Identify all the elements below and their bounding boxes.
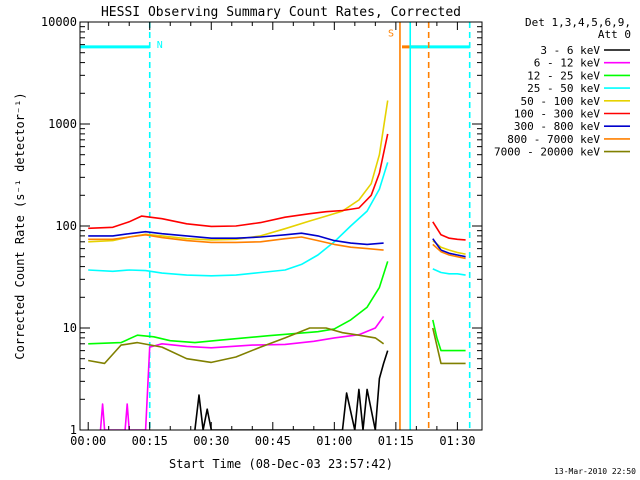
series-line: [432, 319, 466, 352]
chart-title: HESSI Observing Summary Count Rates, Cor…: [101, 5, 461, 20]
observation-flags: NS: [80, 29, 470, 51]
x-tick-label: 01:00: [316, 434, 352, 448]
series-line: [432, 268, 466, 276]
series-line: [194, 350, 389, 430]
legend-label: 800 - 7000 keV: [507, 133, 600, 146]
series-line: [88, 234, 384, 251]
series-line: [432, 238, 466, 258]
series-line: [432, 243, 466, 260]
flag-label: N: [157, 40, 163, 51]
footer-timestamp: 13-Mar-2010 22:50: [554, 467, 636, 476]
series-line: [88, 230, 384, 246]
x-tick-label: 01:15: [378, 434, 414, 448]
series-line: [432, 327, 466, 365]
x-tick-label: 01:30: [439, 434, 475, 448]
legend-label: 6 - 12 keV: [534, 57, 601, 70]
series-line: [99, 315, 385, 430]
legend-label: 300 - 800 keV: [514, 120, 600, 133]
series-line: [432, 239, 466, 255]
legend-label: 7000 - 20000 keV: [494, 146, 600, 159]
legend-label: 12 - 25 keV: [527, 69, 600, 82]
x-tick-label: 00:45: [255, 434, 291, 448]
x-tick-label: 00:30: [193, 434, 229, 448]
y-axis-label: Corrected Count Rate (s⁻¹ detector⁻¹): [13, 92, 27, 359]
y-tick-label: 1000: [48, 117, 77, 131]
plot-frame: [79, 21, 483, 431]
legend-label: 50 - 100 keV: [521, 95, 601, 108]
series-line: [88, 261, 389, 345]
x-axis-label: Start Time (08-Dec-03 23:57:42): [169, 457, 393, 471]
legend-header: Att 0: [598, 28, 631, 41]
series-line: [88, 133, 389, 230]
y-tick-label: 10000: [41, 15, 77, 29]
legend-label: 100 - 300 keV: [514, 108, 600, 121]
axis-ticks: 00:00 00:15 00:30 00:45 01:00 01:15 01:30 1 10 10…: [41, 15, 482, 448]
legend-label: 25 - 50 keV: [527, 82, 600, 95]
y-tick-label: 100: [55, 219, 77, 233]
series-line: [88, 327, 385, 365]
x-tick-label: 00:00: [70, 434, 106, 448]
series-lines: [88, 100, 466, 430]
y-tick-label: 10: [63, 321, 77, 335]
series-line: [432, 221, 466, 241]
legend-header: Det 1,3,4,5,6,9,: [525, 16, 631, 29]
flag-vertical-lines: [148, 22, 471, 430]
y-tick-label: 1: [70, 423, 77, 437]
x-tick-label: 00:15: [132, 434, 168, 448]
legend-label: 3 - 6 keV: [540, 44, 600, 57]
flag-label: S: [388, 29, 394, 40]
series-line: [88, 162, 389, 277]
